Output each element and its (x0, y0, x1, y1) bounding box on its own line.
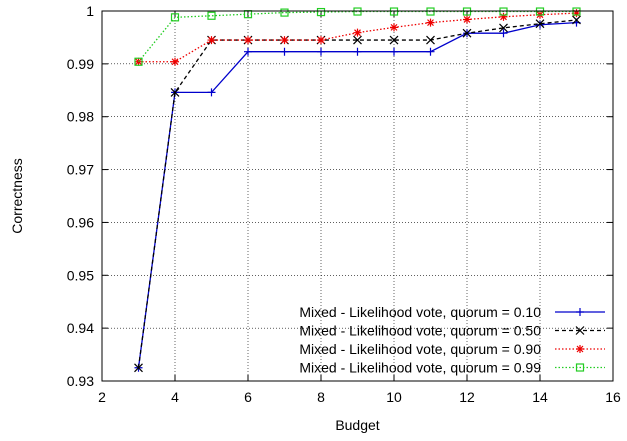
star-marker (390, 23, 398, 32)
star-marker (576, 345, 584, 353)
x-tick-label: 16 (605, 389, 621, 405)
y-axis-label: Correctness (9, 158, 25, 233)
plus-marker (207, 88, 216, 97)
star-marker (171, 57, 179, 66)
legend: Mixed - Likelihood vote, quorum = 0.10 Mi… (299, 304, 605, 376)
square-marker (426, 7, 435, 16)
star-marker (572, 9, 581, 18)
square-marker (170, 13, 180, 22)
plus-marker (244, 47, 252, 56)
plus-marker (390, 47, 398, 56)
star-marker (244, 36, 252, 45)
plus-marker (576, 308, 584, 316)
legend-label: Mixed - Likelihood vote, quorum = 0.99 (299, 360, 541, 376)
x-tick-label: 14 (532, 389, 548, 405)
square-marker (462, 7, 472, 16)
square-marker (499, 7, 508, 16)
star-marker (353, 28, 362, 37)
legend-item: Mixed - Likelihood vote, quorum = 0.10 (299, 304, 605, 320)
plus-marker (426, 47, 435, 56)
square-marker (389, 7, 399, 16)
x-tick-label: 2 (98, 389, 106, 405)
x-tick-label: 12 (459, 389, 475, 405)
y-tick-label: 0.98 (67, 109, 94, 125)
x-tick-label: 6 (244, 389, 252, 405)
cross-marker (575, 326, 585, 335)
y-tick-label: 0.94 (67, 320, 94, 336)
square-marker (316, 7, 326, 17)
cross-marker (389, 35, 399, 45)
cross-marker (426, 35, 435, 45)
star-marker (134, 57, 143, 66)
cross-marker (170, 87, 180, 97)
legend-label: Mixed - Likelihood vote, quorum = 0.10 (299, 304, 541, 320)
star-marker (317, 36, 325, 45)
plus-marker (353, 47, 362, 56)
y-tick-label: 0.96 (67, 214, 94, 230)
legend-label: Mixed - Likelihood vote, quorum = 0.50 (299, 323, 541, 339)
square-marker (280, 8, 289, 17)
x-axis-label: Budget (335, 417, 379, 433)
y-tick-label: 1 (86, 3, 94, 19)
cross-marker (134, 363, 143, 373)
series-line (137, 10, 577, 63)
legend-label: Mixed - Likelihood vote, quorum = 0.90 (299, 341, 541, 357)
plus-marker (536, 20, 544, 29)
y-tick-label: 0.97 (67, 162, 94, 178)
legend-item: Mixed - Likelihood vote, quorum = 0.90 (299, 341, 605, 357)
legend-item: Mixed - Likelihood vote, quorum = 0.99 (299, 360, 605, 376)
cross-marker (353, 35, 362, 45)
series-3 (134, 9, 581, 66)
y-tick-label: 0.95 (67, 267, 94, 283)
plus-marker (280, 47, 289, 56)
cross-marker (499, 23, 508, 33)
star-marker (280, 36, 289, 45)
plus-marker (317, 47, 325, 56)
x-tick-label: 4 (171, 389, 179, 405)
y-tick-label: 0.99 (67, 56, 94, 72)
cross-marker (462, 28, 472, 38)
square-marker (572, 7, 581, 16)
star-marker (426, 18, 435, 27)
square-marker (134, 57, 143, 66)
square-marker (575, 363, 585, 372)
series-lines (134, 7, 581, 373)
cross-marker (572, 15, 581, 25)
series-4 (134, 7, 581, 66)
square-marker (353, 7, 362, 16)
star-marker (207, 36, 216, 45)
plus-marker (499, 29, 508, 38)
legend-item: Mixed - Likelihood vote, quorum = 0.50 (299, 323, 605, 339)
star-marker (499, 12, 508, 21)
plot-frame (101, 10, 614, 382)
square-marker (535, 7, 545, 16)
x-tick-label: 8 (317, 389, 325, 405)
star-marker (463, 15, 471, 24)
y-tick-label: 0.93 (67, 373, 94, 389)
x-tick-label: 10 (386, 389, 402, 405)
square-marker (207, 11, 216, 20)
cross-marker (535, 19, 545, 29)
